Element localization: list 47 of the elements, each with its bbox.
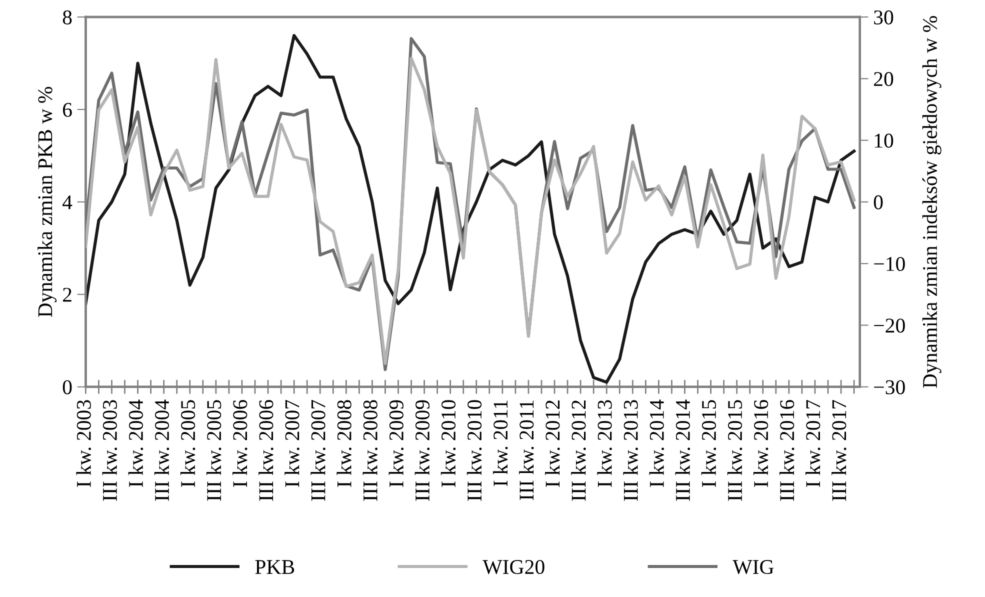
x-tick-label: III kw. 2008 [362,400,378,501]
x-tick-label: III kw. 2015 [727,400,742,501]
y2-tick-label: 0 [874,195,883,210]
legend-label: WIG [732,560,774,574]
y-tick-label: 0 [62,380,72,394]
x-tick-label: I kw. 2004 [128,400,144,487]
x-tick-label: III kw. 2004 [154,400,170,501]
x-tick-label: III kw. 2016 [779,400,794,501]
x-tick-label: III kw. 2013 [623,400,638,501]
legend-label: PKB [255,560,294,574]
x-tick-label: I kw. 2013 [597,400,612,487]
y-tick-label: 2 [63,288,72,302]
x-tick-label: III kw. 2003 [102,400,118,501]
x-tick-label: III kw. 2011 [519,400,534,500]
y2-tick-label: −20 [874,318,905,333]
x-tick-label: III kw. 2010 [466,400,482,501]
x-tick-label: I kw. 2005 [180,400,196,487]
y2-tick-label: −30 [874,380,905,394]
x-tick-label: I kw. 2007 [284,400,300,487]
x-tick-label: I kw. 2012 [545,400,560,487]
x-tick-label: I kw. 2008 [336,400,352,487]
x-tick-label: I kw. 2015 [701,400,716,487]
x-tick-label: I kw. 2016 [753,400,768,487]
legend-label: WIG20 [482,560,544,574]
x-tick-label: III kw. 2005 [206,400,222,501]
x-tick-label: I kw. 2003 [76,400,91,487]
y2-tick-label: 20 [874,72,894,86]
x-tick-label: III kw. 2009 [414,400,430,501]
y-tick-label: 4 [62,195,72,210]
x-tick-label: I kw. 2010 [440,400,456,487]
x-tick-label: III kw. 2017 [832,400,846,501]
y2-tick-label: 10 [874,134,894,148]
x-tick-label: III kw. 2006 [258,400,274,501]
x-tick-label: III kw. 2007 [310,400,326,501]
x-tick-label: I kw. 2014 [649,400,664,487]
x-tick-label: I kw. 2011 [492,400,508,486]
x-tick-label: I kw. 2017 [806,400,820,487]
x-tick-label: III kw. 2014 [675,400,690,501]
y-tick-label: 6 [62,102,72,117]
x-tick-label: I kw. 2006 [232,400,248,487]
x-tick-label: I kw. 2009 [388,400,404,487]
y2-axis-title: Dynamika zmian indeksów giełdowych w % [922,16,942,388]
y-tick-label: 8 [62,10,72,24]
y-axis-title: Dynamika zmian PKB w % [38,86,57,318]
y2-tick-label: 30 [874,10,894,24]
y2-tick-label: −10 [874,256,905,272]
x-tick-label: III kw. 2012 [571,400,586,501]
